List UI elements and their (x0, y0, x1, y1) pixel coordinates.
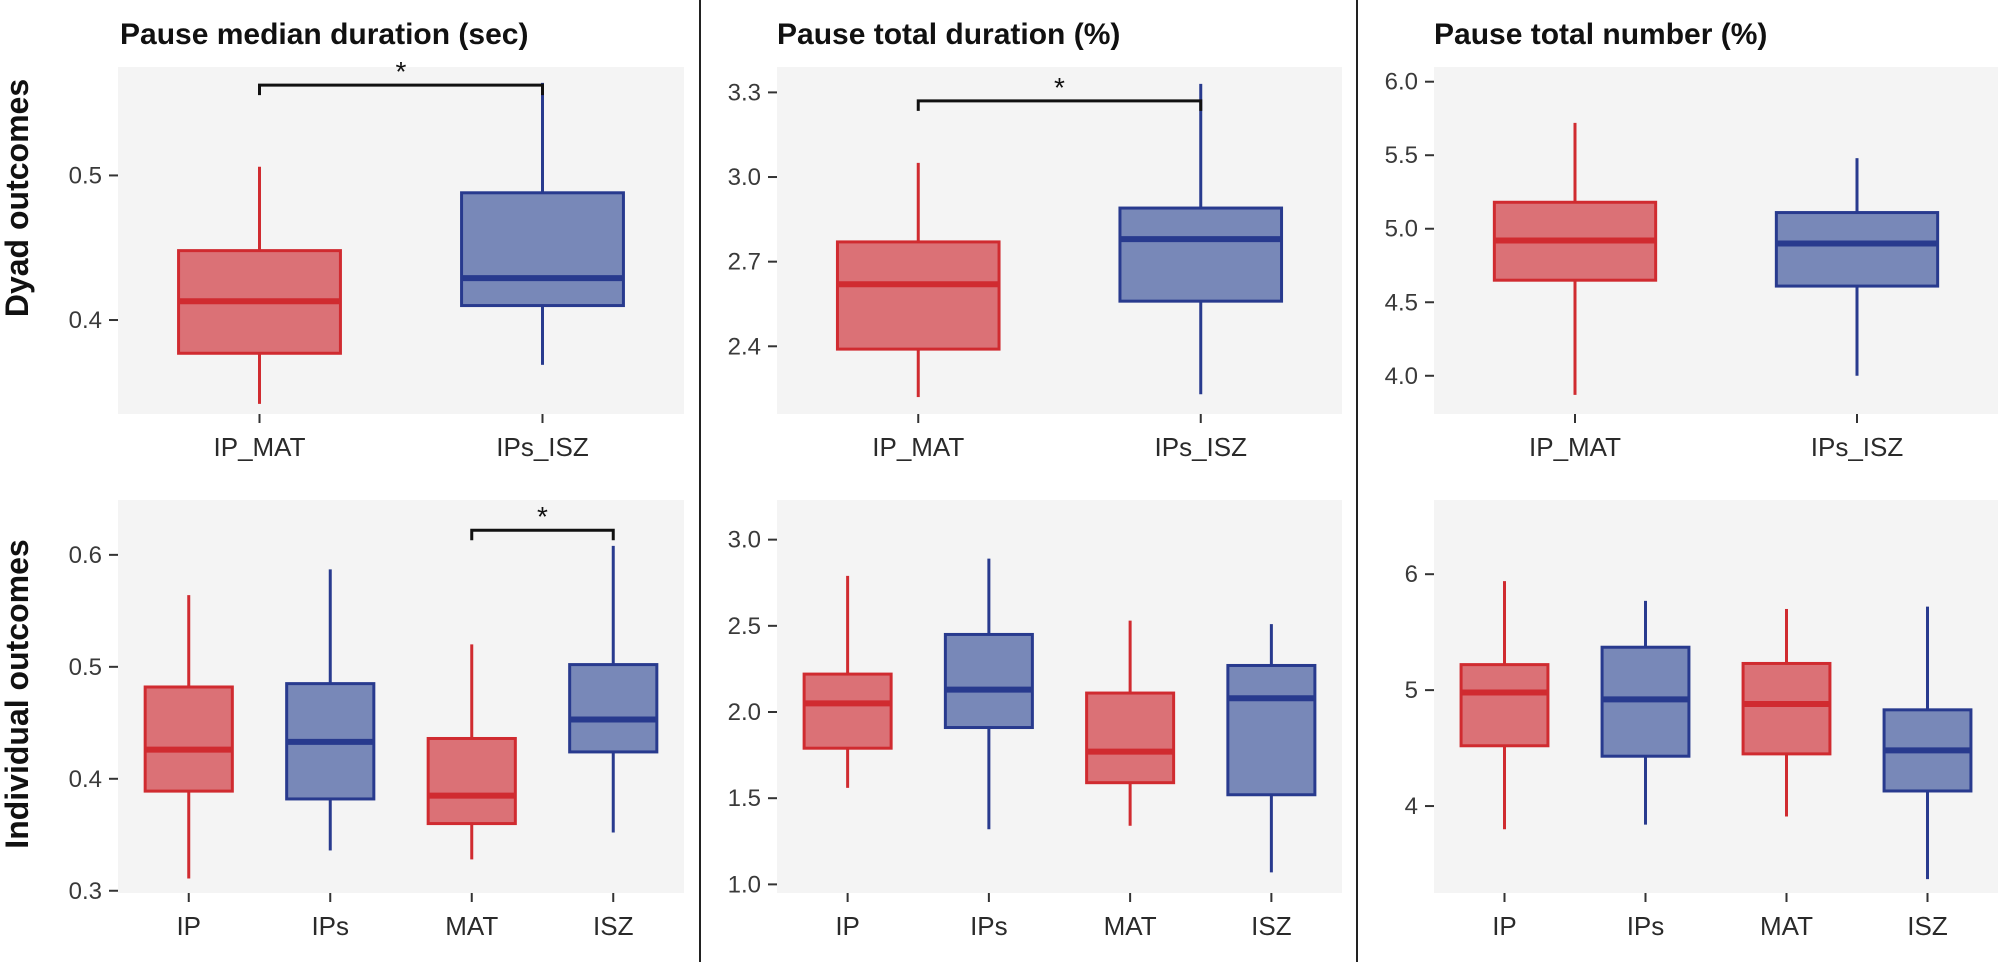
y-tick-label-r2c2-2: 2.0 (728, 699, 761, 726)
panel-r1c2: 2.4 2.7 3.0 3.3 IP_MAT IPs_ISZ * (728, 67, 1342, 462)
box-r1c1-ips-isz (460, 82, 625, 365)
significance-label-r2c1-0: * (537, 501, 548, 532)
row-label-dyad-outcomes: Dyad outcomes (0, 79, 35, 317)
significance-label-r1c1-0: * (396, 56, 407, 87)
box-body-r2c2-ip (802, 672, 893, 750)
x-tick-label-r2c1-isz: ISZ (593, 911, 634, 941)
x-tick-label-r2c3-ip: IP (1492, 911, 1517, 941)
y-tick-label-r1c3-4: 6.0 (1385, 69, 1418, 96)
box-r2c3-isz (1882, 606, 1973, 880)
y-tick-label-r2c2-3: 2.5 (728, 613, 761, 640)
significance-bracket-line-r1c2-0 (916, 99, 1203, 111)
significance-bracket-r1c1-0: * (258, 56, 544, 96)
box-r2c2-mat (1085, 620, 1176, 826)
x-tick-label-r1c1-ip-mat: IP_MAT (214, 432, 306, 462)
box-r2c2-isz (1226, 624, 1317, 873)
box-r2c2-ip (802, 575, 893, 788)
y-tick-label-r2c2-4: 3.0 (728, 527, 761, 554)
y-tick-label-r1c1-1: 0.5 (69, 162, 102, 189)
y-tick-label-r2c3-0: 4 (1405, 793, 1418, 820)
box-body-r2c3-ip (1459, 663, 1550, 748)
x-tick-label-r2c2-isz: ISZ (1251, 911, 1292, 941)
title-pause-median-duration: Pause median duration (sec) (120, 18, 528, 51)
box-body-r2c1-ip (143, 685, 234, 793)
panel-r2c2: 1.0 1.5 2.0 2.5 3.0 IP IPs MAT ISZ (728, 500, 1342, 941)
y-tick-label-r2c3-2: 6 (1405, 561, 1418, 588)
box-body-r2c1-isz (568, 663, 659, 754)
box-r1c2-ip-mat (835, 162, 1001, 398)
x-tick-label-r1c1-ips-isz: IPs_ISZ (496, 432, 589, 462)
y-tick-label-r1c3-2: 5.0 (1385, 216, 1418, 243)
box-body-r2c2-isz (1226, 663, 1317, 797)
box-body-r1c1-ips-isz (460, 191, 625, 308)
y-tick-label-r2c1-3: 0.6 (69, 542, 102, 569)
box-r1c2-ips-isz (1118, 83, 1284, 395)
x-tick-label-r1c3-ip-mat: IP_MAT (1529, 432, 1621, 462)
box-r2c3-ip (1459, 581, 1550, 830)
x-tick-label-r2c1-ips: IPs (311, 911, 349, 941)
box-body-r2c2-mat (1085, 691, 1176, 785)
y-tick-label-r2c1-1: 0.4 (69, 766, 102, 793)
box-body-r1c3-ips-isz (1774, 211, 1940, 288)
panel-r2c3: 4 5 6 IP IPs MAT ISZ (1405, 500, 1998, 941)
title-pause-total-duration: Pause total duration (%) (777, 18, 1120, 51)
x-tick-label-r2c2-mat: MAT (1104, 911, 1157, 941)
box-r2c1-ips (285, 569, 376, 851)
y-tick-label-r1c3-0: 4.0 (1385, 363, 1418, 390)
y-tick-label-r1c2-1: 2.7 (728, 249, 761, 276)
box-r2c1-mat (426, 644, 517, 860)
y-tick-label-r2c3-1: 5 (1405, 677, 1418, 704)
x-tick-label-r2c3-isz: ISZ (1907, 911, 1948, 941)
row-label-individual-outcomes: Individual outcomes (0, 539, 35, 848)
y-tick-label-r1c2-2: 3.0 (728, 164, 761, 191)
x-tick-label-r2c1-ip: IP (176, 911, 201, 941)
x-tick-label-r2c3-mat: MAT (1760, 911, 1813, 941)
y-tick-label-r1c3-3: 5.5 (1385, 142, 1418, 169)
y-tick-label-r2c2-1: 1.5 (728, 785, 761, 812)
significance-bracket-line-r1c1-0 (258, 83, 544, 96)
box-body-r2c3-mat (1741, 661, 1832, 756)
panel-r1c3: 4.0 4.5 5.0 5.5 6.0 IP_MAT IPs_ISZ (1385, 67, 1998, 462)
box-r2c1-isz (568, 545, 659, 833)
significance-label-r1c2-0: * (1054, 72, 1065, 103)
y-tick-label-r1c3-1: 4.5 (1385, 289, 1418, 316)
box-body-r2c2-ips (943, 632, 1034, 730)
box-r1c1-ip-mat (177, 166, 342, 404)
x-tick-label-r1c2-ip-mat: IP_MAT (872, 432, 964, 462)
significance-bracket-r2c1-0: * (470, 501, 615, 541)
y-tick-label-r2c1-0: 0.3 (69, 878, 102, 905)
x-tick-label-r2c2-ip: IP (835, 911, 860, 941)
panels: 0.4 0.5 IP_MAT IPs_ISZ * 2.4 2.7 3.0 3.3 IP_MAT IP… (69, 56, 1998, 941)
y-tick-label-r1c2-0: 2.4 (728, 333, 761, 360)
title-pause-total-number: Pause total number (%) (1434, 18, 1767, 51)
y-tick-label-r1c1-0: 0.4 (69, 307, 102, 334)
x-tick-label-r2c2-ips: IPs (970, 911, 1008, 941)
box-r2c2-ips (943, 558, 1034, 830)
x-tick-label-r1c2-ips-isz: IPs_ISZ (1155, 432, 1248, 462)
panel-r1c1: 0.4 0.5 IP_MAT IPs_ISZ * (69, 56, 684, 462)
y-tick-label-r1c2-3: 3.3 (728, 79, 761, 106)
significance-bracket-r1c2-0: * (916, 72, 1203, 111)
x-tick-label-r2c3-ips: IPs (1627, 911, 1665, 941)
box-r2c3-mat (1741, 608, 1832, 817)
y-tick-label-r2c2-0: 1.0 (728, 871, 761, 898)
significance-bracket-line-r2c1-0 (470, 528, 615, 541)
y-tick-label-r2c1-2: 0.5 (69, 654, 102, 681)
x-tick-label-r2c1-mat: MAT (445, 911, 498, 941)
box-body-r1c2-ip-mat (835, 240, 1001, 351)
box-r2c1-ip (143, 595, 234, 879)
box-r1c3-ips-isz (1774, 158, 1940, 376)
x-tick-label-r1c3-ips-isz: IPs_ISZ (1811, 432, 1904, 462)
panel-r2c1: 0.3 0.4 0.5 0.6 IP IPs MAT ISZ * (69, 500, 684, 941)
box-r1c3-ip-mat (1492, 122, 1658, 395)
box-r2c3-ips (1600, 600, 1691, 825)
box-body-r1c2-ips-isz (1118, 206, 1284, 303)
box-body-r2c1-mat (426, 736, 517, 826)
